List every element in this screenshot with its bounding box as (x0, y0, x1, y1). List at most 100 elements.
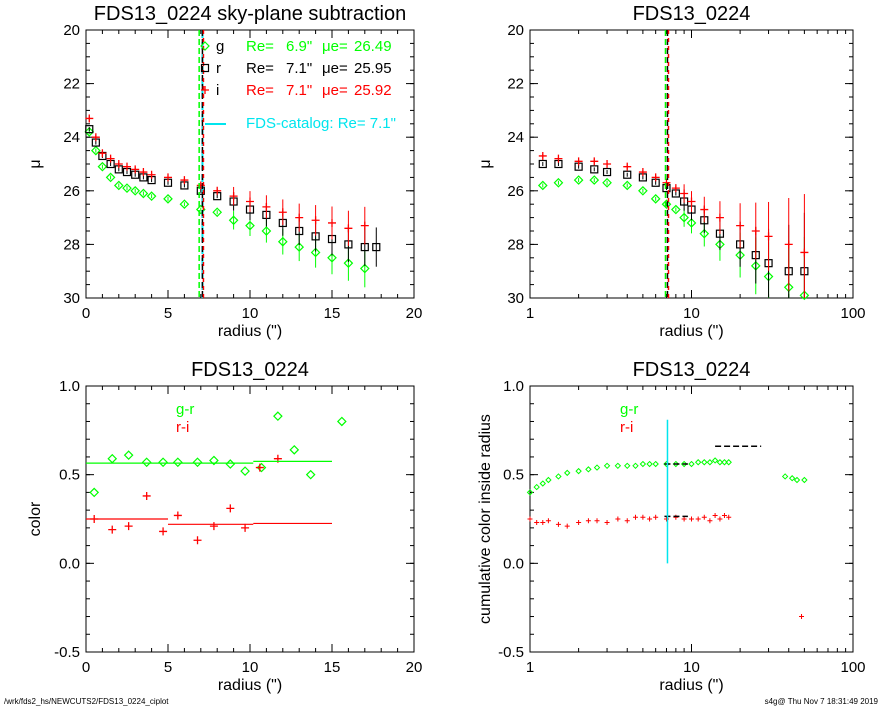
r-i-cumulative-point (701, 514, 707, 520)
i-point (295, 213, 304, 222)
r-i-cumulative-point (712, 512, 718, 518)
i-point (784, 240, 793, 249)
g-r-cumulative-point (533, 483, 540, 491)
g-point (179, 199, 190, 210)
g-r-cumulative-point (688, 460, 695, 468)
g-point (245, 220, 255, 231)
x-tick-label: 100 (840, 305, 865, 322)
g-r-color-point (289, 444, 300, 455)
g-r-color-point (89, 487, 100, 498)
r-point (602, 167, 612, 177)
g-r-cumulative-point (788, 475, 796, 482)
legend-r-i: r-i (176, 419, 189, 436)
i-point (164, 173, 172, 182)
y-tick-label: 24 (63, 129, 80, 146)
i-point (554, 154, 563, 163)
g-legend-mue-value: 26.49 (354, 38, 392, 55)
i-point (538, 151, 547, 160)
g-point (261, 226, 272, 236)
g-r-color-point (123, 450, 134, 461)
g-point (622, 180, 633, 191)
g-point (146, 191, 157, 202)
g-r-cumulative-point (694, 459, 702, 466)
r-point (372, 242, 381, 252)
g-r-color-point (192, 457, 203, 468)
r-i-cumulative-point (726, 514, 732, 520)
panel-1: FDS13_0224 sky-plane subtraction 0 5 10 15 20… (27, 3, 422, 340)
r-i-cumulative-point (576, 520, 582, 526)
i-point (680, 189, 689, 198)
x-tick-label: 5 (164, 659, 172, 676)
g-r-color-point (141, 457, 152, 468)
panel-title: FDS13_0224 sky-plane subtraction (94, 3, 406, 25)
i-point (623, 162, 632, 171)
r-i-color-point (159, 527, 168, 536)
y-tick-label: 26 (507, 183, 524, 200)
y-tick-label: 0.0 (59, 555, 80, 572)
g-legend-mue-label: μe= (322, 38, 348, 55)
y-tick-label: 20 (507, 22, 524, 39)
data-points (84, 114, 381, 288)
x-tick-label: 0 (82, 659, 90, 676)
r-point (623, 170, 632, 179)
legend-r-i: r-i (620, 419, 633, 436)
g-point (90, 145, 101, 156)
g-r-color-point (256, 462, 267, 473)
i-point (574, 157, 583, 166)
g-point (553, 177, 564, 188)
i-legend-marker (201, 86, 209, 94)
r-legend-mue-label: μe= (322, 60, 348, 77)
r-i-color-point (142, 491, 151, 500)
g-r-cumulative-point (639, 460, 647, 468)
panel-4: FDS13_0224 1 10 100 -0.5 0.0 0.5 1.0 radius (") c… (477, 359, 866, 694)
r-i-cumulative-point (527, 516, 533, 522)
panel-title: FDS13_0224 (191, 359, 309, 381)
g-r-cumulative-point (793, 476, 801, 484)
g-r-cumulative-point (632, 462, 639, 470)
g-legend-marker (200, 41, 210, 51)
x-tick-label: 15 (324, 659, 341, 676)
y-tick-label: 24 (507, 129, 524, 146)
y-tick-label: 30 (507, 290, 524, 307)
g-r-cumulative-point (545, 476, 552, 484)
r-i-color-point (193, 536, 202, 545)
i-point (800, 248, 809, 257)
r-i-cumulative-point (604, 520, 610, 526)
r-i-cumulative-point (717, 516, 723, 522)
data-points (537, 151, 810, 301)
g-r-color-point (225, 459, 236, 469)
x-tick-label: 5 (164, 305, 172, 322)
i-point (662, 178, 671, 187)
g-r-cumulative-point (603, 462, 611, 470)
r-i-cumulative-point (545, 518, 551, 524)
x-tick-label: 15 (324, 305, 341, 322)
g-r-cumulative-point (725, 459, 732, 466)
panel-2: FDS13_0224 1 10 100 20 22 24 26 28 30 radius (") μ (477, 3, 866, 340)
r-i-color-point (209, 522, 218, 531)
g-point (228, 215, 239, 226)
g-r-cumulative-point (680, 460, 688, 468)
i-point (114, 160, 123, 168)
i-legend-re-value: 7.1" (286, 82, 312, 99)
x-tick-label: 1 (526, 659, 534, 676)
i-point (764, 232, 773, 241)
i-point (715, 213, 724, 222)
g-point (327, 252, 337, 263)
g-r-cumulative-point (539, 480, 546, 487)
g-r-cumulative-point (585, 466, 592, 473)
r-i-color-point (255, 463, 264, 472)
g-r-cumulative-point (593, 464, 601, 471)
r-i-cumulative-point (615, 516, 621, 522)
g-r-cumulative-point (646, 460, 653, 468)
g-r-color-point (305, 469, 316, 480)
i-point (131, 165, 140, 174)
r-i-color-point (241, 523, 250, 532)
g-r-color-point (158, 457, 168, 468)
r-i-color-point (124, 522, 133, 531)
x-tick-label: 10 (683, 305, 700, 322)
r-point (590, 165, 599, 174)
panel-title: FDS13_0224 (633, 3, 751, 25)
g-r-cumulative-point (672, 460, 680, 468)
